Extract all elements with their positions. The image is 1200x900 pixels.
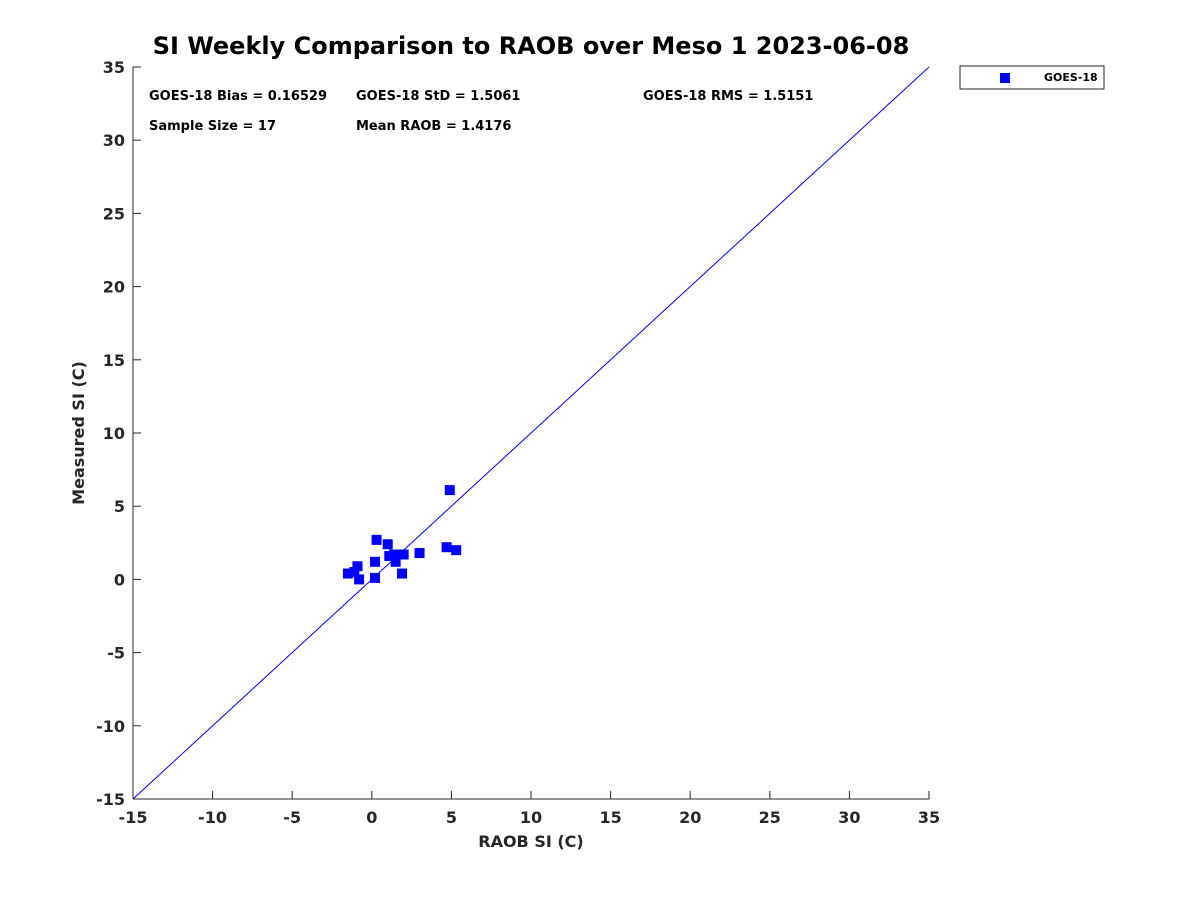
y-tick-label: -10 bbox=[96, 717, 125, 736]
data-point bbox=[414, 548, 425, 559]
x-tick-label: 25 bbox=[759, 808, 781, 827]
plot-area: -15 -10 -5 0 5 10 15 20 25 30 35 -15 -10 -5 0 5 10 15 20 2… bbox=[96, 58, 940, 827]
x-tick-label: -5 bbox=[283, 808, 301, 827]
x-tick-label: 5 bbox=[446, 808, 457, 827]
data-point bbox=[352, 561, 363, 572]
y-tick-label: 10 bbox=[103, 424, 125, 443]
bias-annotation: GOES-18 Bias = 0.16529 bbox=[149, 89, 327, 104]
data-point bbox=[354, 574, 365, 585]
data-point bbox=[369, 572, 380, 583]
x-tick-label: 20 bbox=[679, 808, 701, 827]
y-tick-label: 20 bbox=[103, 278, 125, 297]
data-point bbox=[397, 568, 408, 579]
data-point bbox=[371, 534, 382, 545]
mean-raob-annotation: Mean RAOB = 1.4176 bbox=[356, 119, 511, 134]
sample-size-annotation: Sample Size = 17 bbox=[149, 119, 276, 134]
x-tick-label: -15 bbox=[119, 808, 148, 827]
data-point bbox=[441, 542, 452, 553]
y-tick-label: 5 bbox=[114, 497, 125, 516]
y-axis-label: Measured SI (C) bbox=[69, 361, 88, 505]
data-point bbox=[382, 539, 393, 550]
y-tick-label: -5 bbox=[107, 644, 125, 663]
std-annotation: GOES-18 StD = 1.5061 bbox=[356, 89, 520, 104]
data-point bbox=[369, 556, 380, 567]
y-tick-label: 35 bbox=[103, 58, 125, 77]
legend-box bbox=[959, 65, 1105, 90]
x-tick-label: -10 bbox=[198, 808, 227, 827]
y-tick-label: 15 bbox=[103, 351, 125, 370]
x-tick-label: 35 bbox=[918, 808, 940, 827]
data-point bbox=[451, 545, 462, 556]
x-tick-label: 15 bbox=[599, 808, 621, 827]
y-tick-label: 30 bbox=[103, 131, 125, 150]
x-axis-label: RAOB SI (C) bbox=[478, 832, 583, 851]
x-tick-label: 0 bbox=[366, 808, 377, 827]
data-point bbox=[398, 549, 409, 560]
y-tick-label: -15 bbox=[96, 790, 125, 809]
data-point bbox=[390, 556, 401, 567]
legend-label-goes-18: GOES-18 bbox=[1044, 71, 1098, 84]
y-tick-label: 25 bbox=[103, 204, 125, 223]
x-tick-label: 30 bbox=[838, 808, 860, 827]
rms-annotation: GOES-18 RMS = 1.5151 bbox=[643, 89, 813, 104]
y-tick-label: 0 bbox=[114, 570, 125, 589]
x-tick-label: 10 bbox=[520, 808, 542, 827]
legend: GOES-18 bbox=[959, 65, 1105, 90]
legend-marker-goes-18 bbox=[1000, 73, 1010, 83]
chart-title: SI Weekly Comparison to RAOB over Meso 1… bbox=[153, 32, 910, 60]
one-to-one-line bbox=[132, 66, 930, 800]
data-point bbox=[444, 485, 455, 496]
